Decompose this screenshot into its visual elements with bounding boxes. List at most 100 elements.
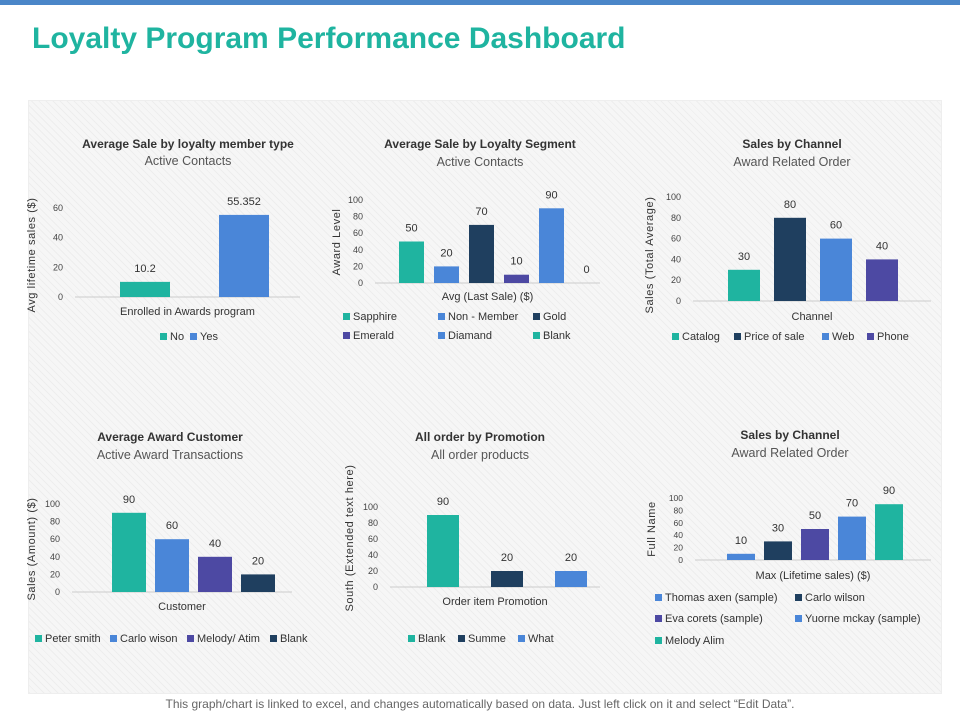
bar-blank [241, 574, 275, 592]
legend-item: Peter smith [45, 633, 101, 645]
bar-phone [866, 259, 898, 301]
legend-item: Gold [543, 311, 566, 323]
y-tick-label: 40 [53, 233, 63, 243]
data-label: 50 [405, 223, 417, 235]
y-tick-label: 60 [53, 203, 63, 213]
y-tick-label: 20 [353, 261, 363, 271]
page-title: Loyalty Program Performance Dashboard [32, 22, 626, 55]
legend-item: What [528, 633, 554, 645]
y-tick-label: 20 [674, 543, 684, 553]
data-label: 90 [545, 189, 557, 201]
dashboard-panel [28, 100, 942, 694]
legend-swatch [655, 594, 662, 601]
y-tick-label: 100 [666, 192, 681, 202]
legend-swatch [734, 333, 741, 340]
bar-summe [491, 571, 523, 587]
chart-subtitle: Active Award Transactions [97, 448, 243, 462]
y-tick-label: 40 [671, 254, 681, 264]
legend-item: Blank [543, 330, 571, 342]
chart-3: Sales by Channel Award Related Order 0 20 40… [644, 137, 931, 343]
data-label: 30 [772, 522, 784, 534]
x-axis-title: Avg (Last Sale) ($) [442, 291, 534, 303]
data-label: 40 [209, 538, 221, 550]
x-axis-title: Channel [792, 311, 833, 323]
chart-title: Sales by Channel [742, 137, 841, 151]
bar-diamand [539, 208, 564, 283]
legend-swatch [35, 635, 42, 642]
bar-no [120, 281, 170, 297]
legend-swatch [795, 615, 802, 622]
data-label: 30 [738, 251, 750, 263]
y-axis-title: Sales (Amount) ($) [26, 497, 38, 600]
y-tick-label: 60 [368, 534, 378, 544]
legend-item: Eva corets (sample) [665, 613, 763, 625]
legend-swatch [655, 637, 662, 644]
legend-item: Melody Alim [665, 635, 724, 647]
chart-subtitle: All order products [431, 448, 529, 462]
y-tick-label: 0 [678, 555, 683, 565]
y-tick-label: 80 [674, 505, 684, 515]
legend-swatch [190, 333, 197, 340]
y-tick-label: 80 [50, 517, 60, 527]
legend-swatch [672, 333, 679, 340]
legend-item: Catalog [682, 331, 720, 343]
y-axis-title: Award Level [331, 209, 343, 276]
chart-subtitle: Active Contacts [437, 155, 524, 169]
y-axis-title: Sales (Total Average) [644, 197, 656, 314]
bar-yuorne-mckay-sample- [838, 516, 866, 560]
legend-swatch [110, 635, 117, 642]
legend-swatch [533, 313, 540, 320]
y-tick-label: 80 [353, 212, 363, 222]
data-label: 0 [583, 264, 589, 276]
legend-item: Sapphire [353, 311, 397, 323]
data-label: 50 [809, 510, 821, 522]
y-axis-title: Full Name [646, 501, 658, 557]
legend-swatch [867, 333, 874, 340]
x-axis-title: Max (Lifetime sales) ($) [756, 570, 871, 582]
legend-item: No [170, 331, 184, 343]
bar-what [555, 571, 587, 587]
legend-item: Price of sale [744, 331, 805, 343]
y-tick-label: 80 [671, 213, 681, 223]
data-label: 20 [252, 555, 264, 567]
y-tick-label: 0 [55, 587, 60, 597]
legend-item: Emerald [353, 330, 394, 342]
y-tick-label: 0 [676, 296, 681, 306]
x-axis-title: Order item Promotion [442, 596, 547, 608]
legend-swatch [408, 635, 415, 642]
bar-price-of-sale [774, 217, 806, 301]
footer-note: This graph/chart is linked to excel, and… [165, 697, 795, 711]
legend-item: Blank [280, 633, 308, 645]
data-label: 20 [501, 552, 513, 564]
bar-yes [219, 214, 269, 297]
legend-swatch [655, 615, 662, 622]
legend-item: Yes [200, 331, 218, 343]
chart-title: Average Award Customer [97, 430, 243, 444]
legend-swatch [343, 313, 350, 320]
data-label: 90 [123, 494, 135, 506]
y-tick-label: 40 [674, 530, 684, 540]
data-label: 70 [475, 206, 487, 218]
data-label: 60 [830, 220, 842, 232]
data-label: 60 [166, 520, 178, 532]
bar-blank [427, 515, 459, 587]
y-tick-label: 0 [58, 292, 63, 302]
data-label: 20 [440, 247, 452, 259]
legend-swatch [458, 635, 465, 642]
y-tick-label: 0 [373, 582, 378, 592]
legend-swatch [518, 635, 525, 642]
data-label: 55.352 [227, 196, 261, 208]
y-tick-label: 40 [50, 552, 60, 562]
chart-subtitle: Award Related Order [731, 446, 848, 460]
x-axis-title: Enrolled in Awards program [120, 306, 255, 318]
y-tick-label: 60 [353, 228, 363, 238]
y-axis-title: Avg lifetime sales ($) [26, 197, 38, 312]
legend-swatch [187, 635, 194, 642]
legend-item: Web [832, 331, 854, 343]
chart-4: Average Award Customer Active Award Trans… [26, 430, 308, 645]
legend-swatch [160, 333, 167, 340]
chart-1: Average Sale by loyalty member type Activ… [26, 137, 300, 343]
y-axis-title: South (Extended text here) [344, 464, 356, 611]
y-tick-label: 60 [671, 234, 681, 244]
